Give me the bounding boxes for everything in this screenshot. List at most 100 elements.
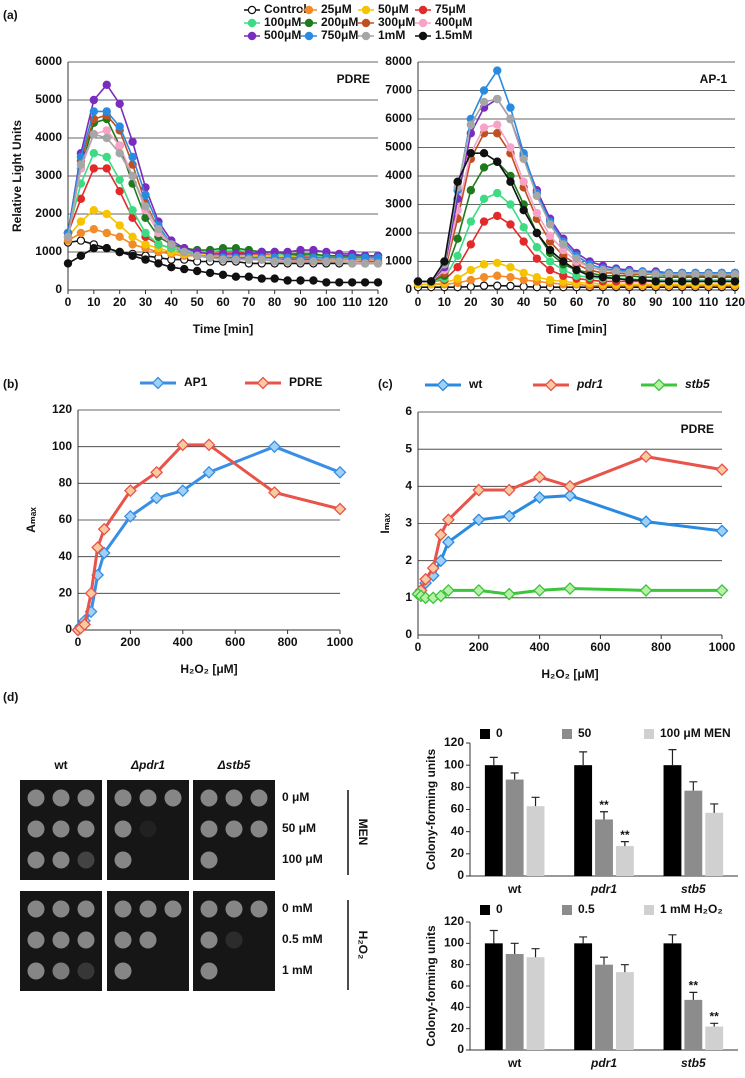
marker xyxy=(102,152,111,162)
marker xyxy=(493,188,502,198)
dose-label: 1 mM xyxy=(282,963,313,977)
panel-label: (a) xyxy=(3,8,18,22)
marker xyxy=(453,234,462,243)
marker xyxy=(479,281,489,290)
y-tick-label: 20 xyxy=(451,1021,465,1035)
marker xyxy=(141,240,150,249)
error-bar xyxy=(668,749,677,766)
legend-label: 100 μM MEN xyxy=(660,726,731,740)
y-axis-label: Iₘₐₓ xyxy=(378,513,392,534)
error-bar xyxy=(689,781,698,791)
y-tick-label: 120 xyxy=(52,402,72,416)
x-tick-label: 40 xyxy=(517,295,531,309)
legend-marker xyxy=(418,18,428,28)
legend-marker xyxy=(247,31,257,41)
colony-spot xyxy=(114,851,132,869)
marker xyxy=(572,254,581,263)
significance: ** xyxy=(620,828,630,842)
bar xyxy=(484,943,503,1050)
x-tick-label: 1000 xyxy=(327,635,354,649)
legend-label: 50μM xyxy=(378,2,409,16)
marker xyxy=(479,163,489,172)
y-tick-label: 4 xyxy=(405,479,412,493)
marker xyxy=(730,270,740,279)
marker xyxy=(154,259,163,268)
panel-label: (b) xyxy=(3,377,18,391)
y-tick-label: 60 xyxy=(451,802,465,816)
marker xyxy=(102,133,111,143)
marker xyxy=(102,243,111,253)
error-bar xyxy=(620,964,629,973)
marker xyxy=(115,221,124,230)
y-tick-label: 3000 xyxy=(35,168,62,182)
marker xyxy=(479,148,489,158)
colony-spot xyxy=(52,789,70,807)
marker xyxy=(128,240,137,249)
y-tick-label: 0 xyxy=(65,622,72,636)
marker xyxy=(218,255,228,264)
marker xyxy=(192,266,202,276)
marker xyxy=(611,274,621,283)
x-tick-label: 110 xyxy=(342,295,362,309)
marker xyxy=(89,129,99,139)
marker xyxy=(664,277,674,286)
bar xyxy=(574,765,593,876)
y-tick-label: 0 xyxy=(405,282,412,296)
x-axis-label: H₂O₂ [μM] xyxy=(180,662,237,676)
marker xyxy=(434,528,448,542)
marker xyxy=(651,270,660,279)
legend-swatch xyxy=(644,905,654,915)
marker xyxy=(115,186,124,196)
colony-spot xyxy=(27,820,45,838)
legend-marker xyxy=(361,18,371,28)
legend-marker xyxy=(247,5,257,15)
colony-spot xyxy=(164,789,182,807)
colony-spot xyxy=(200,962,218,980)
marker xyxy=(493,258,502,268)
marker xyxy=(115,148,124,158)
x-tick-label: 0 xyxy=(415,640,422,654)
colony-spot xyxy=(250,900,268,918)
marker xyxy=(519,223,528,232)
marker xyxy=(677,270,687,279)
colony-spot xyxy=(250,789,268,807)
marker xyxy=(102,80,111,90)
error-bar xyxy=(489,756,498,766)
y-tick-label: 4000 xyxy=(385,168,412,182)
marker xyxy=(715,463,729,477)
marker xyxy=(472,483,486,497)
legend-label: 0 xyxy=(496,902,503,916)
marker xyxy=(532,272,542,282)
marker xyxy=(89,243,99,253)
marker xyxy=(115,122,124,131)
colony-spot xyxy=(200,820,218,838)
colony-spot xyxy=(225,820,243,838)
y-tick-label: 2 xyxy=(405,553,412,567)
legend-label: 400μM xyxy=(435,15,472,29)
legend-label: 1.5mM xyxy=(435,28,472,42)
x-tick-label: 10 xyxy=(87,295,101,309)
marker xyxy=(296,257,305,266)
y-tick-label: 3000 xyxy=(385,197,412,211)
x-tick-label: 400 xyxy=(530,640,550,654)
marker xyxy=(472,583,486,597)
marker xyxy=(427,277,436,286)
marker xyxy=(257,274,266,283)
marker xyxy=(506,220,515,229)
x-tick-label: 1000 xyxy=(709,640,736,654)
marker xyxy=(202,465,216,479)
marker xyxy=(426,561,440,575)
marker xyxy=(115,141,124,150)
x-tick-label: 60 xyxy=(570,295,584,309)
legend-label: 1 mM H₂O₂ xyxy=(660,902,723,916)
marker xyxy=(493,129,502,138)
marker xyxy=(506,263,515,272)
marker xyxy=(360,278,370,287)
marker xyxy=(466,217,476,226)
x-tick-label: 40 xyxy=(165,295,179,309)
y-tick-label: 100 xyxy=(52,439,72,453)
annotation: PDRE xyxy=(681,422,714,436)
colony-spot xyxy=(77,900,95,918)
marker xyxy=(677,277,687,286)
x-tick-label: 400 xyxy=(173,635,193,649)
